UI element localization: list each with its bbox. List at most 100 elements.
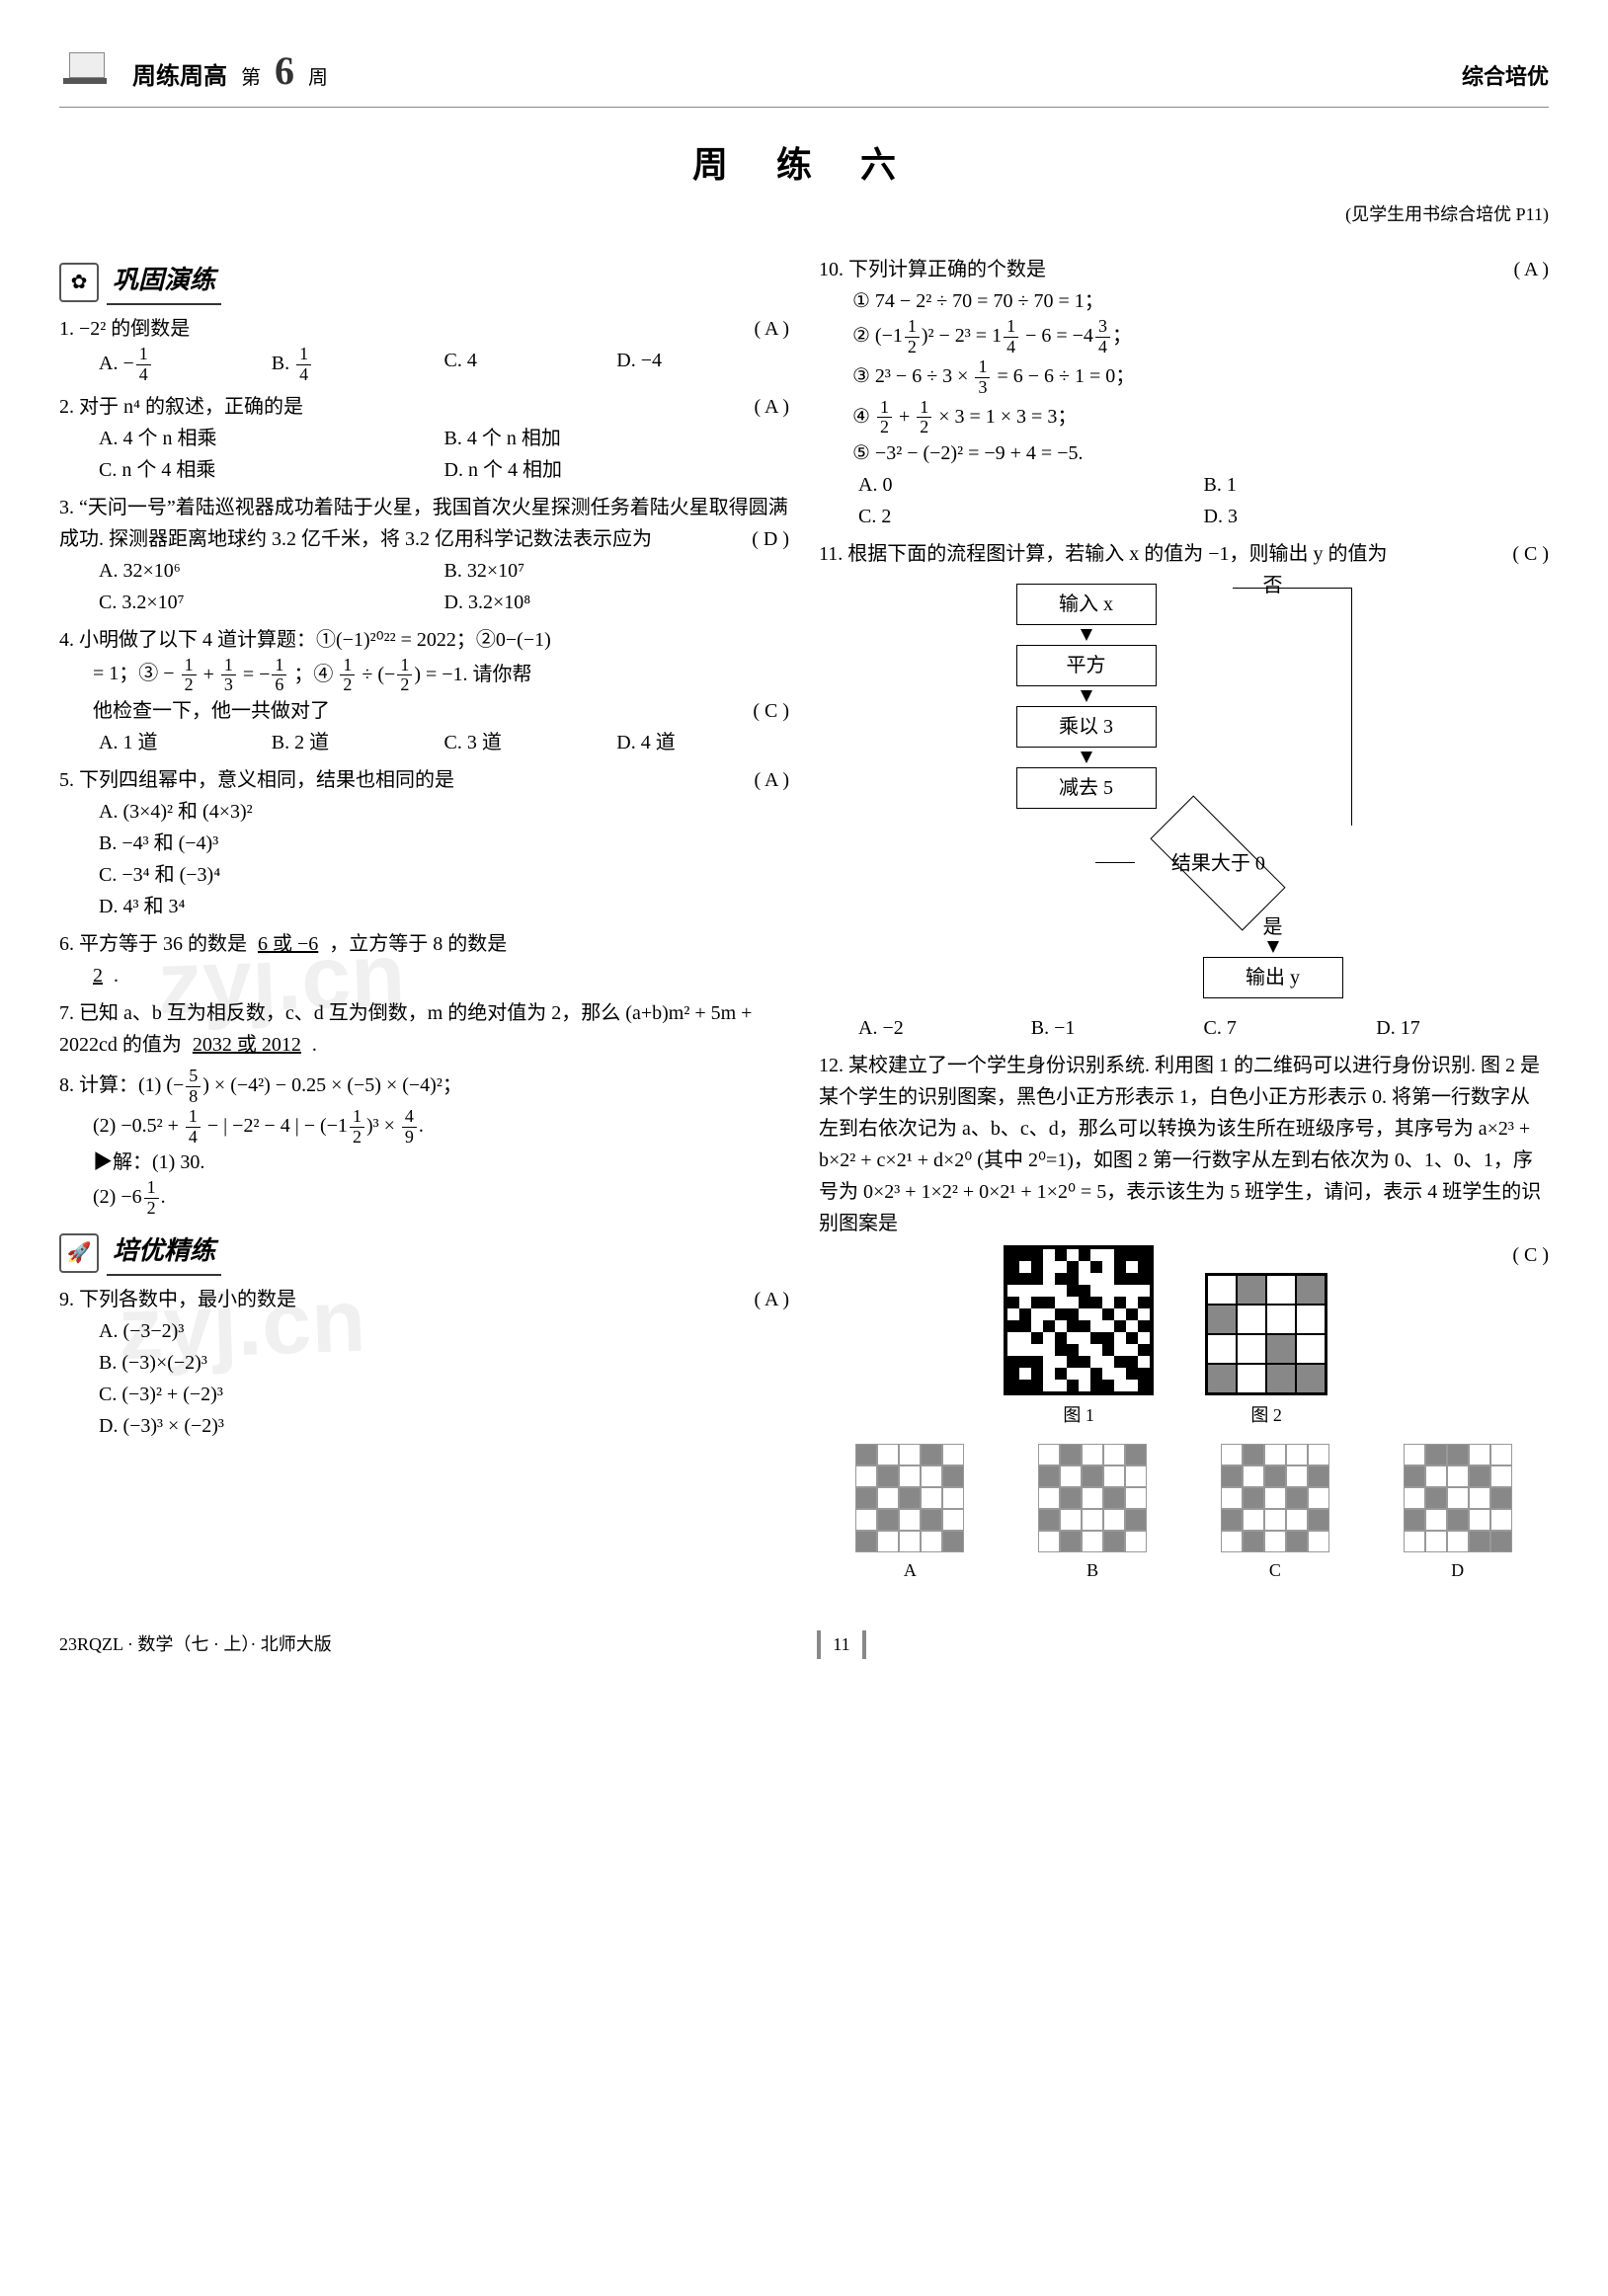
q11-optB: B. −1: [1031, 1012, 1204, 1044]
fc-input: 输入 x: [1016, 584, 1157, 625]
q9-optA: A. (−3−2)³: [99, 1315, 789, 1347]
fc-no-label: 否: [1263, 570, 1283, 601]
q9-options: A. (−3−2)³ B. (−3)×(−2)³ C. (−3)² + (−2)…: [59, 1315, 789, 1442]
footer-left: 23RQZL · 数学（七 · 上）· 北师大版: [59, 1630, 332, 1659]
q5-optC: C. −3⁴ 和 (−3)⁴: [99, 859, 789, 891]
q3-optA: A. 32×10⁶: [99, 555, 444, 587]
content-columns: ✿ 巩固演练 1. −2² 的倒数是 ( A ) A. −14 B. 14 C.…: [59, 248, 1549, 1590]
question-3: 3. “天问一号”着陆巡视器成功着陆于火星，我国首次火星探测任务着陆火星取得圆满…: [59, 492, 789, 618]
q5-answer: ( A ): [754, 764, 789, 796]
section-1-label: 巩固演练: [107, 260, 221, 305]
series-title: 周练周高: [132, 58, 227, 96]
q2-options: A. 4 个 n 相乘 B. 4 个 n 相加: [59, 423, 789, 454]
rocket-icon: 🚀: [59, 1233, 99, 1273]
q12-optC: C: [1217, 1440, 1333, 1585]
q1-stem: 1. −2² 的倒数是: [59, 318, 190, 340]
gear-icon: ✿: [59, 263, 99, 302]
q12-figures: 图 1 图 2: [819, 1239, 1512, 1430]
book-icon: [59, 44, 119, 84]
q2-optA: A. 4 个 n 相乘: [99, 423, 444, 454]
q5-optA: A. (3×4)² 和 (4×3)²: [99, 796, 789, 828]
pattern-d-icon: [1404, 1444, 1512, 1552]
q4-options: A. 1 道 B. 2 道 C. 3 道 D. 4 道: [59, 727, 789, 758]
q5-stem: 5. 下列四组幂中，意义相同，结果也相同的是: [59, 769, 454, 791]
fc-square: 平方: [1016, 645, 1157, 686]
q4-optC: C. 3 道: [444, 727, 617, 758]
q5-options: A. (3×4)² 和 (4×3)² B. −4³ 和 (−4)³ C. −3⁴…: [59, 796, 789, 922]
question-11: 11. 根据下面的流程图计算，若输入 x 的值为 −1，则输出 y 的值为 ( …: [819, 538, 1549, 1044]
q1-answer: ( A ): [754, 313, 789, 345]
question-12: 12. 某校建立了一个学生身份识别系统. 利用图 1 的二维码可以进行身份识别.…: [819, 1050, 1549, 1585]
q1-options: A. −14 B. 14 C. 4 D. −4: [59, 345, 789, 385]
question-4: 4. 小明做了以下 4 道计算题：①(−1)²⁰²² = 2022；②0−(−1…: [59, 624, 789, 759]
main-title: 周 练 六: [692, 145, 916, 185]
page-header: 周练周高 第 6 周 综合培优: [59, 40, 1549, 108]
title-row: 周 练 六: [59, 137, 1549, 195]
fc-output: 输出 y: [1203, 957, 1343, 998]
fc-sub5: 减去 5: [1016, 767, 1157, 809]
q10-answer: ( A ): [1513, 254, 1549, 285]
q12-stem: 12. 某校建立了一个学生身份识别系统. 利用图 1 的二维码可以进行身份识别.…: [819, 1055, 1541, 1234]
pattern-b-icon: [1038, 1444, 1147, 1552]
right-column: 10. 下列计算正确的个数是 ( A ) ① 74 − 2² ÷ 70 = 70…: [819, 248, 1549, 1590]
section-2-badge: 🚀 培优精练: [59, 1230, 789, 1276]
header-left: 周练周高 第 6 周: [59, 40, 328, 103]
q3-optC: C. 3.2×10⁷: [99, 587, 444, 618]
q10-stem: 10. 下列计算正确的个数是: [819, 259, 1046, 280]
q12-optA: A: [851, 1440, 968, 1585]
subtitle-ref: (见学生用书综合培优 P11): [59, 200, 1549, 229]
arrow-icon: [1081, 629, 1092, 641]
question-10: 10. 下列计算正确的个数是 ( A ) ① 74 − 2² ÷ 70 = 70…: [819, 254, 1549, 532]
q5-optB: B. −4³ 和 (−4)³: [99, 828, 789, 859]
fc-mul3: 乘以 3: [1016, 706, 1157, 748]
q10-optD: D. 3: [1204, 501, 1550, 532]
question-6: 6. 平方等于 36 的数是 6 或 −6 ，立方等于 8 的数是 2 . zy…: [59, 928, 789, 991]
q2-stem: 2. 对于 n⁴ 的叙述，正确的是: [59, 396, 303, 418]
arrow-icon: [1081, 690, 1092, 702]
page-footer: 23RQZL · 数学（七 · 上）· 北师大版 11: [59, 1630, 1549, 1659]
q2-optB: B. 4 个 n 相加: [444, 423, 790, 454]
q1-optD: D. −4: [616, 345, 789, 385]
q10-optB: B. 1: [1204, 469, 1550, 501]
q9-optC: C. (−3)² + (−2)³: [99, 1379, 789, 1410]
section-1-badge: ✿ 巩固演练: [59, 260, 789, 305]
q4-optD: D. 4 道: [616, 727, 789, 758]
q6-blank2: 2: [59, 965, 109, 987]
week-suffix: 周: [308, 62, 328, 94]
q9-stem: 9. 下列各数中，最小的数是: [59, 1289, 296, 1310]
q9-optD: D. (−3)³ × (−2)³: [99, 1410, 789, 1442]
flowchart: 输入 x 平方 乘以 3 减去 5 否 结果大于 0 是: [997, 578, 1372, 1004]
q2-answer: ( A ): [754, 391, 789, 423]
question-7: 7. 已知 a、b 互为相反数，c、d 互为倒数，m 的绝对值为 2，那么 (a…: [59, 997, 789, 1061]
q6-blank1: 6 或 −6: [252, 933, 324, 955]
page-number: 11: [817, 1630, 865, 1659]
fc-yes-label: 是: [1263, 911, 1283, 943]
q10-options: A. 0 B. 1: [819, 469, 1549, 501]
q11-options: A. −2 B. −1 C. 7 D. 17: [819, 1012, 1549, 1044]
figure-2: 图 2: [1199, 1267, 1333, 1430]
week-number: 6: [275, 40, 294, 103]
q3-optB: B. 32×10⁷: [444, 555, 790, 587]
q1-optA: A. −14: [99, 345, 272, 385]
header-right: 综合培优: [1462, 59, 1549, 94]
q11-stem: 11. 根据下面的流程图计算，若输入 x 的值为 −1，则输出 y 的值为: [819, 543, 1388, 565]
q2-optD: D. n 个 4 相加: [444, 454, 790, 486]
q12-options: A B C: [819, 1440, 1549, 1585]
q3-answer: ( D ): [752, 523, 789, 555]
q4-stem: 4. 小明做了以下 4 道计算题：①(−1)²⁰²² = 2022；②0−(−1…: [59, 624, 789, 728]
q7-blank: 2032 或 2012: [187, 1034, 307, 1056]
figure-1: 图 1: [998, 1239, 1160, 1430]
q4-optA: A. 1 道: [99, 727, 272, 758]
q9-optB: B. (−3)×(−2)³: [99, 1347, 789, 1379]
week-prefix: 第: [241, 62, 261, 94]
section-2-label: 培优精练: [107, 1230, 221, 1276]
question-1: 1. −2² 的倒数是 ( A ) A. −14 B. 14 C. 4 D. −…: [59, 313, 789, 385]
q4-answer: ( C ): [753, 695, 789, 727]
q3-stem: 3. “天问一号”着陆巡视器成功着陆于火星，我国首次火星探测任务着陆火星取得圆满…: [59, 497, 788, 550]
q1-optC: C. 4: [444, 345, 617, 385]
qr-code-icon: [1004, 1245, 1154, 1395]
q12-optB: B: [1034, 1440, 1151, 1585]
q4-optB: B. 2 道: [272, 727, 444, 758]
arrow-icon: [1081, 752, 1092, 763]
q3-options: A. 32×10⁶ B. 32×10⁷: [59, 555, 789, 587]
